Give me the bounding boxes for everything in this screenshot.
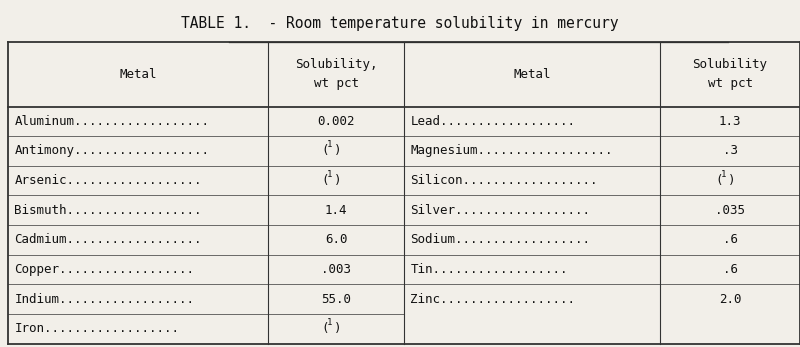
Text: .035: .035 — [715, 204, 745, 217]
Text: Solubility
wt pct: Solubility wt pct — [693, 58, 767, 90]
Text: ): ) — [334, 144, 341, 158]
Text: Solubility,
wt pct: Solubility, wt pct — [294, 58, 378, 90]
Text: Magnesium..................: Magnesium.................. — [410, 144, 613, 158]
Text: ): ) — [728, 174, 735, 187]
Text: .003: .003 — [321, 263, 351, 276]
Text: Bismuth..................: Bismuth.................. — [14, 204, 202, 217]
Text: (: ( — [322, 322, 329, 335]
Text: Silver..................: Silver.................. — [410, 204, 590, 217]
Text: Sodium..................: Sodium.................. — [410, 233, 590, 246]
Text: (: ( — [322, 174, 329, 187]
Text: Antimony..................: Antimony.................. — [14, 144, 210, 158]
Text: (: ( — [716, 174, 723, 187]
Text: (: ( — [322, 144, 329, 158]
Text: Iron..................: Iron.................. — [14, 322, 179, 335]
Text: Aluminum..................: Aluminum.................. — [14, 115, 210, 128]
Text: Cadmium..................: Cadmium.................. — [14, 233, 202, 246]
Text: Indium..................: Indium.................. — [14, 293, 194, 306]
Text: ): ) — [334, 174, 341, 187]
Text: .3: .3 — [722, 144, 738, 158]
Text: Tin..................: Tin.................. — [410, 263, 568, 276]
Text: 1.4: 1.4 — [325, 204, 347, 217]
Text: Zinc..................: Zinc.................. — [410, 293, 575, 306]
Text: 6.0: 6.0 — [325, 233, 347, 246]
Text: 1: 1 — [327, 140, 333, 149]
Text: .6: .6 — [722, 263, 738, 276]
Text: .6: .6 — [722, 233, 738, 246]
Text: 1: 1 — [327, 170, 333, 179]
Text: 55.0: 55.0 — [321, 293, 351, 306]
Text: Metal: Metal — [514, 68, 550, 81]
Text: 1.3: 1.3 — [718, 115, 742, 128]
Text: ): ) — [334, 322, 341, 335]
Text: Metal: Metal — [119, 68, 157, 81]
Text: 1: 1 — [722, 170, 726, 179]
Text: Arsenic..................: Arsenic.................. — [14, 174, 202, 187]
Text: Silicon..................: Silicon.................. — [410, 174, 598, 187]
Text: Copper..................: Copper.................. — [14, 263, 194, 276]
Text: Lead..................: Lead.................. — [410, 115, 575, 128]
Text: 2.0: 2.0 — [718, 293, 742, 306]
Text: TABLE 1.  - Room temperature solubility in mercury: TABLE 1. - Room temperature solubility i… — [182, 16, 618, 31]
Text: 0.002: 0.002 — [318, 115, 354, 128]
Text: 1: 1 — [327, 318, 333, 327]
